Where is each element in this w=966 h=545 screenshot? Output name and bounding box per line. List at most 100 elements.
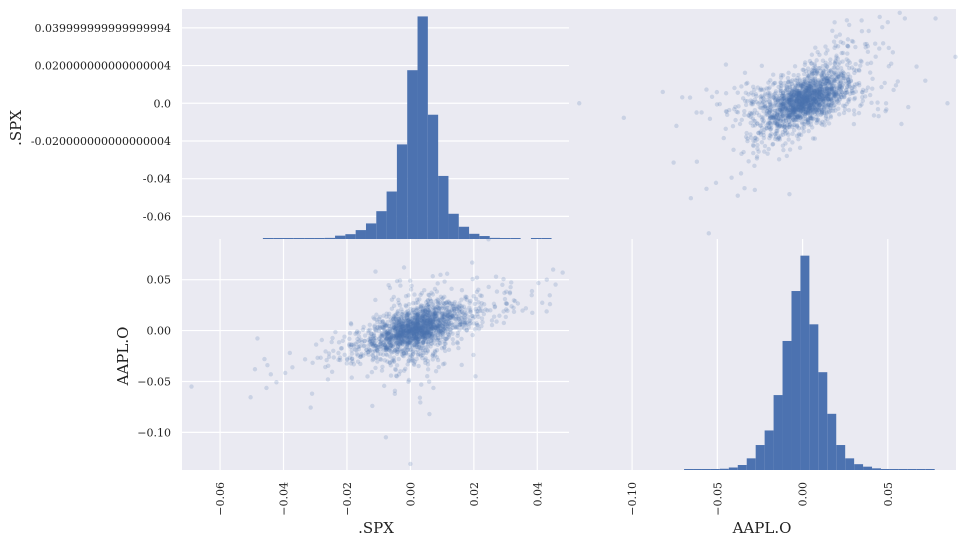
upper-scatter-point [798,102,803,107]
upper-scatter-point [818,83,823,89]
lower-scatter-point [433,369,439,374]
upper-scatter-point [835,75,841,80]
upper-scatter-point [739,84,744,89]
upper-scatter-point [809,97,814,102]
aapl-histogram-bar [863,466,873,470]
upper-scatter-point [810,115,815,121]
upper-scatter-point [814,90,820,96]
upper-scatter-point [816,65,821,71]
lower-scatter-point [426,379,432,384]
aapl-histogram-bar [755,445,765,470]
lower-scatter-point [309,391,315,396]
lower-scatter-point [331,355,336,360]
spx-histogram-bar [417,16,428,239]
upper-scatter-point [787,108,793,113]
upper-scatter-point [829,86,834,91]
upper-scatter-point [805,107,811,113]
upper-scatter-point [735,110,741,115]
upper-scatter-point [852,97,857,102]
spx-histogram-bar [262,238,274,239]
upper-scatter-point [827,105,833,111]
upper-scatter-point [836,106,841,111]
upper-scatter-point [732,85,737,91]
upper-scatter-point [713,180,719,186]
upper-scatter-point [838,78,843,83]
upper-scatter-point [783,116,789,121]
upper-scatter-point [792,109,797,115]
upper-scatter-point [802,97,807,102]
upper-scatter-point [761,96,766,101]
lower-scatter-point [370,403,375,409]
upper-scatter-point [796,95,801,101]
upper-scatter-point [788,103,793,109]
upper-scatter-point [826,102,832,107]
upper-scatter-point [769,115,774,120]
upper-scatter-point [862,41,868,47]
lower-scatter-point [450,325,456,330]
upper-scatter-point [770,141,776,147]
upper-scatter-point [818,86,824,92]
upper-scatter-point [852,112,857,117]
upper-scatter-point [795,91,800,97]
lower-scatter-point [323,364,328,370]
upper-scatter-point [745,136,750,141]
upper-scatter-point [843,78,848,84]
upper-scatter-point [764,97,769,103]
upper-scatter-point [777,107,783,112]
lower-scatter-point [382,358,387,363]
lower-scatter-point [456,317,461,322]
upper-scatter-point [827,76,832,82]
upper-scatter-point [834,99,839,104]
upper-scatter-point [813,78,819,83]
upper-scatter-point [674,123,679,129]
upper-scatter-point [824,92,829,97]
upper-scatter-point [787,121,793,127]
upper-scatter-point [837,86,843,91]
spx-histogram-bar [489,237,501,239]
upper-scatter-point [830,95,836,100]
upper-scatter-point [776,102,781,108]
upper-scatter-point [840,69,845,74]
upper-scatter-point [806,88,812,93]
upper-scatter-point [829,84,834,90]
upper-scatter-point [819,111,824,116]
lower-scatter-point [449,286,454,291]
upper-scatter-point [819,86,824,91]
upper-scatter-point [742,98,748,104]
spx-histogram-bar [335,235,346,239]
spx-y-tick-label: -0.06 [143,210,171,223]
upper-scatter-point [762,127,767,132]
upper-scatter-point [773,114,778,120]
upper-scatter-point [796,98,802,104]
upper-scatter-point [808,92,813,98]
upper-scatter-point [818,98,824,103]
upper-scatter-point [774,115,779,121]
spx-histogram-bar [479,236,490,239]
lower-scatter-point [367,322,372,328]
upper-scatter-point [841,93,847,98]
upper-scatter-point [778,80,784,86]
upper-scatter-point [796,95,802,100]
lower-scatter-point [438,341,443,346]
lower-scatter-point [432,348,438,354]
lower-scatter-point [489,322,495,328]
upper-scatter-point [809,94,814,99]
upper-scatter-point [830,89,836,94]
upper-scatter-point [778,96,783,101]
upper-scatter-point [804,83,809,88]
upper-scatter-point [849,88,854,93]
lower-scatter-point [409,310,415,316]
lower-scatter-point [434,355,439,360]
upper-scatter-point [833,43,838,48]
upper-scatter-point [767,99,772,104]
lower-scatter-point [255,336,260,341]
upper-scatter-point [767,113,773,118]
upper-scatter-point [786,113,792,118]
upper-scatter-point [779,101,784,107]
lower-scatter-point [329,369,335,374]
upper-scatter-point [810,136,816,141]
upper-scatter-point [775,112,780,118]
upper-scatter-point [789,88,795,93]
upper-scatter-point [768,78,773,83]
upper-scatter-point [821,72,827,78]
